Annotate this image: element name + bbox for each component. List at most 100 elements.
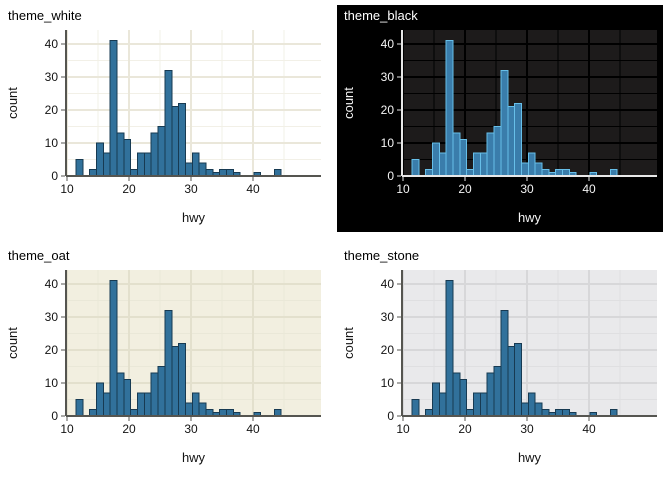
histogram-bar — [219, 168, 227, 177]
histogram-bar — [75, 159, 84, 177]
histogram-bar — [143, 392, 152, 417]
histogram-bar — [157, 366, 166, 417]
histogram-bar — [466, 168, 475, 177]
y-tick-label: 30 — [45, 310, 59, 324]
histogram-bar — [205, 408, 214, 417]
histogram-bar — [178, 342, 186, 417]
histogram-bar — [219, 408, 227, 417]
histogram-bar — [425, 408, 434, 417]
histogram-bar — [198, 402, 207, 417]
histogram-bar — [75, 399, 84, 417]
panel-rect — [402, 30, 657, 176]
histogram-bar — [514, 342, 522, 417]
histogram-bar — [411, 399, 420, 417]
histogram-bar — [411, 159, 420, 177]
y-tick-label: 40 — [45, 277, 59, 291]
histogram-bar — [102, 392, 111, 417]
histogram-bar — [445, 40, 454, 177]
y-tick-label: 40 — [381, 37, 395, 51]
histogram-bar — [150, 372, 159, 417]
chart-title: theme_stone — [344, 248, 420, 263]
y-tick-label: 20 — [45, 343, 59, 357]
histogram-bar — [479, 392, 488, 417]
y-tick-label: 10 — [45, 376, 59, 390]
x-tick-label: 40 — [582, 182, 596, 196]
histogram-bar — [116, 372, 125, 417]
histogram-bar — [137, 392, 145, 417]
histogram-bar — [432, 382, 440, 417]
histogram-bar — [500, 309, 509, 417]
histogram-bar — [459, 379, 468, 417]
y-tick-label: 20 — [381, 343, 395, 357]
histogram-bar — [109, 280, 118, 417]
y-tick-label: 20 — [45, 103, 59, 117]
y-tick-label: 0 — [51, 169, 58, 183]
histogram-bar — [507, 106, 516, 177]
x-tick-label: 20 — [458, 182, 472, 196]
histogram-bar — [493, 126, 502, 177]
histogram-bar — [198, 162, 207, 177]
histogram-bar — [191, 392, 200, 417]
histogram-bar — [273, 168, 282, 177]
x-tick-label: 10 — [396, 182, 410, 196]
histogram-bar — [171, 106, 180, 177]
histogram-bar — [102, 152, 111, 177]
histogram-bar — [273, 408, 282, 417]
x-tick-label: 20 — [122, 422, 136, 436]
x-axis-title: hwy — [518, 450, 542, 465]
histogram-bar — [96, 382, 104, 417]
histogram-bar — [473, 392, 481, 417]
histogram-bar — [171, 346, 180, 417]
histogram-bar — [89, 168, 98, 177]
chart-title: theme_oat — [8, 248, 70, 263]
histogram-bar — [225, 168, 234, 177]
y-tick-label: 0 — [387, 169, 394, 183]
chart-panel-theme-oat: theme_oat 10 20 30 40 0 10 20 30 40 hwy count — [0, 240, 336, 480]
histogram-bar — [137, 152, 145, 177]
x-tick-label: 30 — [184, 422, 198, 436]
y-tick-label: 30 — [381, 310, 395, 324]
y-tick-label: 0 — [51, 409, 58, 423]
histogram-bar — [445, 280, 454, 417]
chart-panel-theme-white: theme_white 10 20 30 40 0 10 20 30 40 hwy count — [0, 0, 336, 240]
histogram-bar — [609, 408, 618, 417]
histogram-bar — [191, 152, 200, 177]
x-tick-label: 40 — [246, 182, 260, 196]
histogram-bar — [609, 168, 618, 177]
x-tick-label: 20 — [458, 422, 472, 436]
x-tick-label: 30 — [184, 182, 198, 196]
histogram-bar — [432, 142, 440, 177]
histogram-bar — [520, 162, 529, 177]
y-tick-label: 30 — [381, 70, 395, 84]
histogram-bar — [178, 102, 186, 177]
chart-panel-theme-black: theme_black 10 20 30 40 0 10 20 30 40 hwy count — [336, 0, 672, 240]
histogram-bar — [473, 152, 481, 177]
histogram-bar — [164, 309, 173, 417]
histogram-bar — [507, 346, 516, 417]
histogram-bar — [205, 168, 214, 177]
histogram-bar — [541, 408, 550, 417]
x-tick-label: 40 — [582, 422, 596, 436]
histogram-bar — [130, 168, 139, 177]
x-axis-title: hwy — [182, 450, 206, 465]
panel-rect — [402, 270, 657, 416]
y-tick-label: 20 — [381, 103, 395, 117]
histogram-bar — [479, 152, 488, 177]
chart-panel-theme-stone: theme_stone 10 20 30 40 0 10 20 30 40 hwy count — [336, 240, 672, 480]
y-axis-title: count — [5, 87, 20, 119]
histogram-bar — [150, 132, 159, 177]
x-tick-label: 30 — [520, 182, 534, 196]
y-axis-title: count — [5, 327, 20, 359]
y-tick-label: 10 — [45, 136, 59, 150]
histogram-bar — [555, 168, 563, 177]
y-tick-label: 10 — [381, 376, 395, 390]
histogram-bar — [493, 366, 502, 417]
histogram-bar — [486, 132, 495, 177]
y-tick-label: 0 — [387, 409, 394, 423]
y-tick-label: 40 — [45, 37, 59, 51]
histogram-bar — [184, 402, 193, 417]
y-tick-label: 10 — [381, 136, 395, 150]
